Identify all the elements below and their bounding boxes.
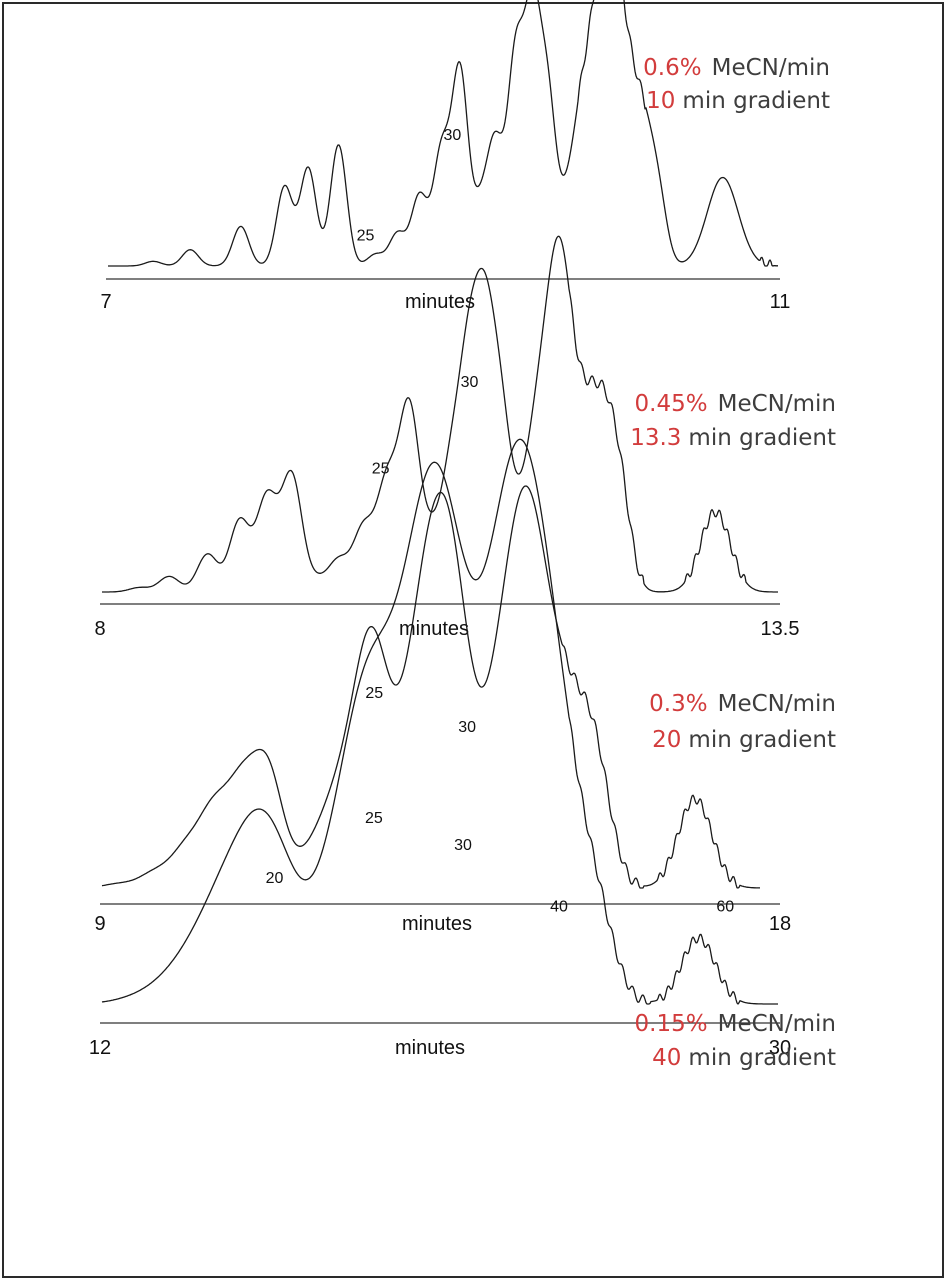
x-axis-label: minutes <box>399 618 469 640</box>
gradient-time-value: 20 <box>652 727 681 753</box>
gradient-rate-label: 0.15% MeCN/min <box>635 1011 836 1037</box>
x-tick-label: 8 <box>94 618 105 640</box>
peak-label: 30 <box>458 719 476 736</box>
gradient-rate-label: 0.6% MeCN/min <box>643 55 830 81</box>
gradient-time-value: 40 <box>652 1045 681 1071</box>
peak-label: 60 <box>716 899 734 916</box>
chromatogram-trace <box>108 0 778 267</box>
gradient-time-unit: min gradient <box>688 425 836 451</box>
peak-label: 25 <box>357 227 375 244</box>
gradient-time-unit: min gradient <box>688 1045 836 1071</box>
gradient-time-label: 10 min gradient <box>646 88 830 114</box>
peak-label: 25 <box>372 461 390 478</box>
gradient-rate-unit: MeCN/min <box>718 691 836 717</box>
gradient-time-label: 13.3 min gradient <box>630 425 836 451</box>
gradient-rate-label: 0.45% MeCN/min <box>635 391 836 417</box>
gradient-rate-value: 0.15% <box>635 1011 708 1037</box>
chromatogram-panel-1: 7 11 minutes 25 30 0.6% MeCN/min 10 min gradient <box>100 0 830 313</box>
chromatogram-trace <box>101 485 760 889</box>
peak-label: 20 <box>266 870 284 887</box>
x-axis-label: minutes <box>402 913 472 935</box>
x-axis-label: minutes <box>405 291 475 313</box>
x-tick-label: 13.5 <box>761 618 800 640</box>
gradient-rate-value: 0.45% <box>635 391 708 417</box>
gradient-time-value: 10 <box>646 88 675 114</box>
gradient-rate-value: 0.6% <box>643 55 701 81</box>
peak-label: 25 <box>365 685 383 702</box>
gradient-rate-unit: MeCN/min <box>718 1011 836 1037</box>
x-axis-label: minutes <box>395 1037 465 1059</box>
x-tick-label: 7 <box>100 291 111 313</box>
peak-label: 30 <box>454 837 472 854</box>
x-tick-label: 30 <box>769 1037 791 1059</box>
x-tick-label: 9 <box>94 913 105 935</box>
x-tick-label: 12 <box>89 1037 111 1059</box>
gradient-time-label: 40 min gradient <box>652 1045 836 1071</box>
gradient-time-unit: min gradient <box>682 88 830 114</box>
chromatogram-trace <box>101 438 778 1005</box>
gradient-time-value: 13.3 <box>630 425 681 451</box>
peak-label: 30 <box>461 374 479 391</box>
gradient-rate-label: 0.3% MeCN/min <box>649 691 836 717</box>
chromatogram-panel-2: 8 13.5 minutes 25 30 0.45% MeCN/min 13.3 min gra… <box>94 235 836 640</box>
gradient-rate-unit: MeCN/min <box>718 391 836 417</box>
gradient-time-unit: min gradient <box>688 727 836 753</box>
gradient-time-label: 20 min gradient <box>652 727 836 753</box>
peak-label: 30 <box>443 127 461 144</box>
chromatogram-trace <box>102 235 778 593</box>
x-tick-label: 11 <box>770 291 791 313</box>
chromatogram-panel-4: 12 30 minutes 20 25 30 40 60 0.15% MeCN/min 40 min … <box>89 438 836 1071</box>
gradient-rate-unit: MeCN/min <box>712 55 830 81</box>
peak-label: 40 <box>550 899 568 916</box>
gradient-rate-value: 0.3% <box>649 691 707 717</box>
chromatogram-panel-3: 9 18 minutes 25 30 0.3% MeCN/min 20 min gradient <box>94 485 836 935</box>
peak-label: 25 <box>365 810 383 827</box>
x-tick-label: 18 <box>769 913 791 935</box>
